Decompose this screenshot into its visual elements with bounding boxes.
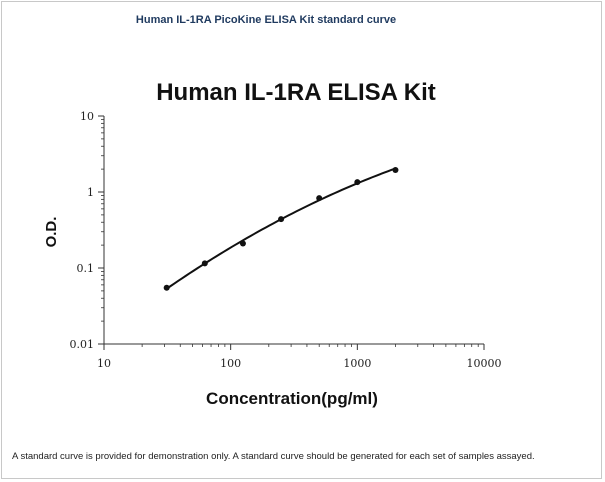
data-point xyxy=(392,166,399,173)
data-point xyxy=(239,240,246,247)
x-tick-label: 100 xyxy=(220,357,241,370)
x-axis-label: Concentration(pg/ml) xyxy=(206,389,378,408)
footnote: A standard curve is provided for demonst… xyxy=(12,451,535,462)
data-point xyxy=(354,179,361,186)
plot-area: 10 100 1000 10000 0.01 0.1 1 10 xyxy=(70,110,502,370)
x-tick-label: 10000 xyxy=(467,357,502,370)
x-tick-label: 10 xyxy=(97,357,111,370)
fit-curve xyxy=(166,167,396,290)
y-tick-label: 0.01 xyxy=(70,338,95,351)
data-point xyxy=(163,284,170,291)
x-tick-label: 1000 xyxy=(343,357,371,370)
data-point xyxy=(278,216,285,223)
y-tick-label: 10 xyxy=(80,110,94,123)
y-tick-label: 0.1 xyxy=(77,262,95,275)
data-point xyxy=(316,195,323,202)
chart-title: Human IL-1RA ELISA Kit xyxy=(156,79,436,106)
figure-caption: Human IL-1RA PicoKine ELISA Kit standard… xyxy=(135,14,397,26)
data-point xyxy=(201,260,208,267)
y-axis-label: O.D. xyxy=(43,217,60,248)
y-tick-label: 1 xyxy=(87,186,94,199)
